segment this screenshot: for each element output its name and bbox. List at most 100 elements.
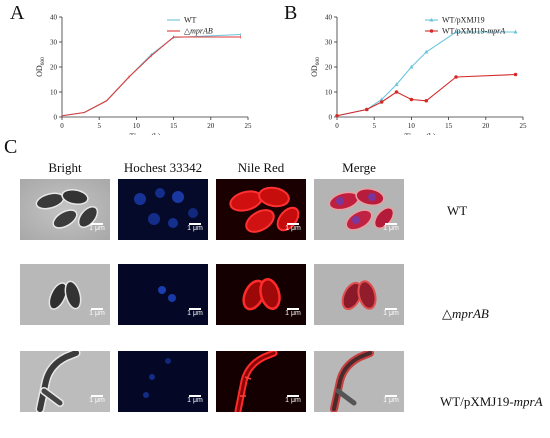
scale-bar: 1 μm — [185, 308, 205, 317]
scale-bar: 1 μm — [87, 223, 107, 232]
x-tick-label: 15 — [445, 122, 453, 130]
scale-bar-label: 1 μm — [89, 310, 105, 317]
image-merge-mpra — [314, 351, 404, 412]
scale-bar-label: 1 μm — [187, 397, 203, 404]
scale-bar-line — [385, 223, 397, 225]
x-tick-label: 0 — [335, 122, 339, 130]
image-hoechst-wt — [118, 179, 208, 240]
x-tick-label: 5 — [372, 122, 376, 130]
x-tick-label: 0 — [60, 122, 64, 130]
image-bright-wt — [20, 179, 110, 240]
series-line-1 — [336, 73, 516, 117]
scale-bar: 1 μm — [185, 395, 205, 404]
series-line-0 — [61, 33, 241, 117]
scale-bar-line — [91, 308, 103, 310]
x-tick-label: 25 — [245, 122, 253, 130]
y-tick-label: 20 — [50, 64, 58, 72]
x-tick-label: 5 — [97, 122, 101, 130]
column-header-bright: Bright — [48, 160, 82, 175]
x-tick-label: 25 — [520, 122, 528, 130]
x-tick-label: 10 — [133, 122, 141, 130]
series-1-point — [364, 107, 369, 112]
scale-bar-line — [189, 223, 201, 225]
image-hoechst-mprab — [118, 264, 208, 325]
scale-bar-label: 1 μm — [89, 225, 105, 232]
legend-label-symbol: △ — [184, 27, 191, 36]
image-nile-red-mprab — [216, 264, 306, 325]
legend-marker-0 — [429, 18, 434, 22]
scale-bar: 1 μm — [381, 395, 401, 404]
panel-letter-a: A — [10, 2, 25, 24]
y-tick-label: 40 — [325, 14, 333, 22]
scale-bar-line — [91, 223, 103, 225]
y-axis-label: OD600 — [310, 57, 321, 77]
growth-chart-a: 0 5 10 15 20 25 0 10 20 30 40 Times (h) OD600 WT △mprA… — [35, 14, 253, 136]
series-1-point — [379, 100, 384, 104]
image-hoechst-mpra — [118, 351, 208, 412]
scale-bar-line — [189, 308, 201, 310]
image-nile-red-mpra — [216, 351, 306, 412]
column-header-merge: Merge — [342, 160, 376, 175]
scale-bar-line — [287, 308, 299, 310]
legend-label-1: WT/pXMJ19-mprA — [442, 27, 505, 36]
scale-bar-label: 1 μm — [285, 397, 301, 404]
y-axis-label-sub: 600 — [315, 57, 321, 66]
y-tick-label: 0 — [54, 114, 58, 122]
y-axis-label-main: OD — [310, 65, 319, 77]
scale-bar-label: 1 μm — [383, 397, 399, 404]
scale-bar-line — [385, 395, 397, 397]
legend-marker-1 — [429, 29, 434, 33]
scale-bar-line — [287, 223, 299, 225]
x-tick-label: 20 — [207, 122, 215, 130]
legend-label-0: WT — [184, 16, 197, 25]
image-merge-mprab — [314, 264, 404, 325]
image-merge-wt — [314, 179, 404, 240]
legend-label-plain: WT/pXMJ19- — [442, 27, 488, 36]
scale-bar: 1 μm — [283, 223, 303, 232]
growth-chart-b: 0 5 10 15 20 25 0 10 20 30 40 Times (h) OD600 WT/pXMJ… — [310, 14, 528, 136]
x-tick-label: 20 — [482, 122, 490, 130]
series-line-1 — [61, 36, 241, 117]
scale-bar: 1 μm — [283, 308, 303, 317]
legend-label-plain: WT/pXMJ19 — [442, 16, 485, 25]
image-bright-mpra — [20, 351, 110, 412]
x-axis-label: Times (h) — [404, 132, 435, 135]
scale-bar: 1 μm — [185, 223, 205, 232]
panel-letter-c: C — [4, 136, 18, 158]
y-tick-label: 20 — [325, 64, 333, 72]
scale-bar-label: 1 μm — [285, 310, 301, 317]
scale-bar-label: 1 μm — [187, 225, 203, 232]
legend-label-italic: mprAB — [190, 27, 213, 36]
scale-bar: 1 μm — [87, 308, 107, 317]
image-bright-mprab — [20, 264, 110, 325]
legend-label-italic: mprA — [487, 27, 505, 36]
image-nile-red-wt — [216, 179, 306, 240]
y-axis-label-sub: 600 — [40, 57, 46, 66]
y-tick-label: 0 — [329, 114, 333, 122]
series-1-point — [335, 113, 339, 118]
series-0-point — [379, 97, 384, 101]
scale-bar-line — [91, 395, 103, 397]
scale-bar-label: 1 μm — [187, 310, 203, 317]
series-line-0 — [336, 31, 516, 117]
x-tick-label: 10 — [408, 122, 416, 130]
legend-label-0: WT/pXMJ19 — [442, 16, 485, 25]
y-tick-label: 40 — [50, 14, 58, 22]
scale-bar-label: 1 μm — [285, 225, 301, 232]
panel-letter-b: B — [284, 2, 298, 24]
scale-bar: 1 μm — [381, 308, 401, 317]
x-axis-label: Times (h) — [129, 132, 160, 135]
scale-bar-line — [189, 395, 201, 397]
scale-bar-label: 1 μm — [383, 225, 399, 232]
scale-bar-line — [385, 308, 397, 310]
y-tick-label: 30 — [50, 39, 58, 47]
scale-bar: 1 μm — [381, 223, 401, 232]
y-tick-label: 30 — [325, 39, 333, 47]
y-axis-label-main: OD — [35, 65, 44, 77]
scale-bar-label: 1 μm — [383, 310, 399, 317]
y-tick-label: 10 — [325, 89, 333, 97]
scale-bar: 1 μm — [283, 395, 303, 404]
row-label-mpra: WT/pXMJ19-mprA — [440, 394, 543, 409]
column-header-nile-red: Nile Red — [237, 160, 285, 175]
scale-bar-line — [287, 395, 299, 397]
